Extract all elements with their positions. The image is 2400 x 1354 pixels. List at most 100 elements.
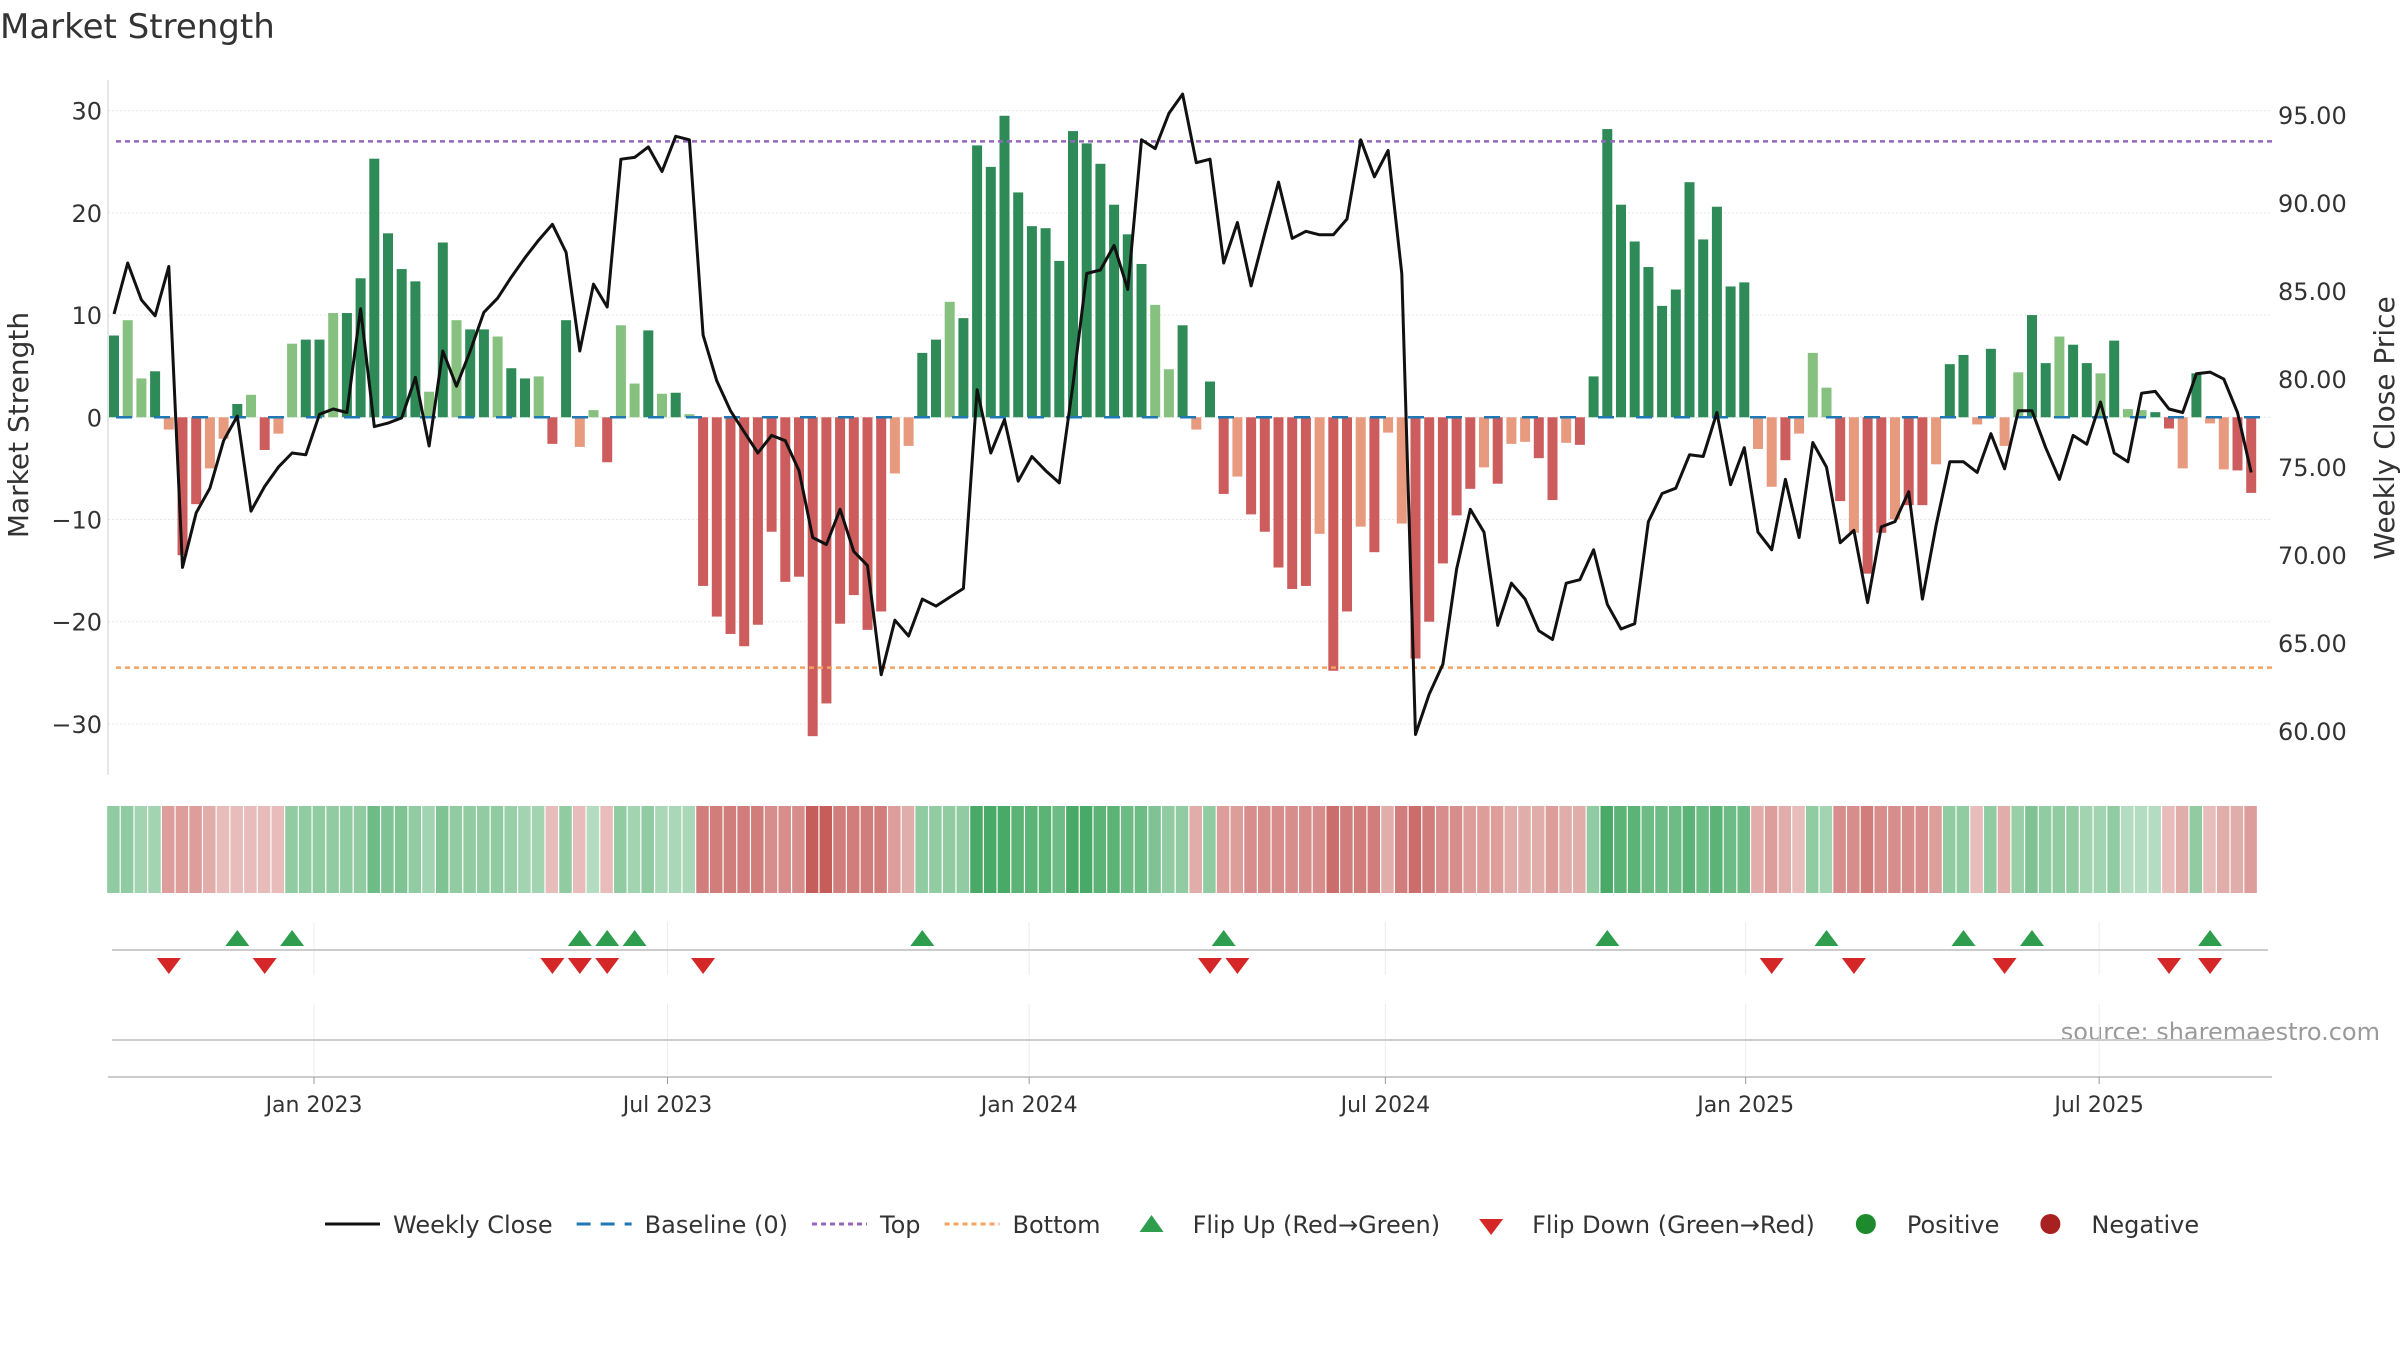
heat-cell bbox=[531, 806, 545, 893]
heat-cell bbox=[1477, 806, 1490, 893]
strength-bar bbox=[1958, 354, 1969, 418]
strength-bar bbox=[574, 417, 585, 447]
heat-cell bbox=[1326, 806, 1339, 893]
strength-bar bbox=[300, 339, 311, 418]
grid-layer bbox=[108, 110, 2272, 1078]
strength-bar bbox=[1232, 417, 1243, 477]
strength-bar bbox=[670, 392, 681, 418]
strength-bar bbox=[1944, 364, 1955, 418]
strength-bar bbox=[643, 330, 654, 418]
strength-bar bbox=[424, 391, 435, 418]
strength-bar bbox=[2040, 363, 2051, 418]
y-right-tick-label: 95.00 bbox=[2278, 102, 2347, 130]
heat-cell bbox=[1285, 806, 1298, 893]
x-tick-label: Jan 2024 bbox=[979, 1093, 1078, 1118]
strength-bar bbox=[1616, 204, 1626, 418]
heat-cell bbox=[641, 806, 654, 893]
heat-cell bbox=[1340, 806, 1353, 893]
strength-bar bbox=[1396, 417, 1407, 524]
flip-down-marker bbox=[1841, 958, 1866, 974]
strength-bar bbox=[1465, 417, 1476, 489]
flip-down-marker bbox=[1198, 958, 1222, 974]
strength-bar bbox=[1931, 417, 1942, 465]
strength-bar bbox=[1095, 163, 1106, 418]
heat-cell bbox=[929, 806, 942, 893]
strength-bar bbox=[259, 417, 270, 450]
heat-cell bbox=[435, 806, 449, 893]
legend-item: Weekly Close bbox=[325, 1211, 553, 1239]
heat-cell bbox=[627, 806, 641, 893]
legend-item: Negative bbox=[2040, 1211, 2199, 1239]
strength-bar bbox=[1753, 417, 1763, 449]
heat-cell bbox=[1011, 806, 1024, 893]
strength-bar bbox=[465, 329, 476, 418]
heat-cell bbox=[572, 806, 586, 893]
strength-bar bbox=[2246, 417, 2257, 493]
heat-cell bbox=[1038, 806, 1052, 893]
strength-bar bbox=[1122, 234, 1133, 418]
heat-cell bbox=[312, 806, 326, 893]
strength-bar bbox=[492, 336, 503, 418]
heat-cell bbox=[463, 806, 476, 893]
legend-item: Bottom bbox=[944, 1211, 1101, 1239]
strength-bar bbox=[506, 368, 517, 418]
y-right-tick-label: 80.00 bbox=[2278, 366, 2347, 394]
strength-bar bbox=[1300, 417, 1311, 586]
heat-cell bbox=[792, 806, 805, 893]
heat-cell bbox=[1381, 806, 1394, 893]
heat-cell bbox=[1860, 806, 1874, 893]
strength-bar bbox=[1520, 417, 1531, 442]
heat-cell bbox=[751, 806, 764, 893]
heat-cell bbox=[1025, 806, 1038, 893]
strength-bar bbox=[889, 417, 900, 474]
heat-cell bbox=[189, 806, 202, 893]
heat-cell bbox=[970, 806, 983, 893]
strength-bar bbox=[629, 383, 640, 418]
strength-bar bbox=[835, 417, 846, 624]
strength-bar bbox=[1807, 352, 1818, 418]
heat-cell bbox=[504, 806, 517, 893]
heat-cell bbox=[1614, 806, 1627, 893]
heat-cell bbox=[1175, 806, 1189, 893]
strength-bar bbox=[437, 242, 448, 418]
heat-cell bbox=[1641, 806, 1655, 893]
lines-layer bbox=[112, 92, 2272, 736]
strength-bar bbox=[1657, 305, 1668, 418]
heat-cell bbox=[1956, 806, 1970, 893]
heat-cell bbox=[381, 806, 394, 893]
strength-bar bbox=[1985, 348, 1996, 418]
heat-cell bbox=[107, 806, 120, 893]
heat-cell bbox=[901, 806, 915, 893]
strength-bar bbox=[1684, 182, 1695, 418]
y-right-tick-label: 70.00 bbox=[2278, 542, 2347, 570]
flip-down-marker bbox=[540, 958, 565, 974]
legend-item: Flip Up (Red→Green) bbox=[1139, 1211, 1440, 1239]
heat-cell bbox=[1600, 806, 1613, 893]
strength-bar bbox=[999, 115, 1010, 418]
flip-up-marker bbox=[1814, 930, 1839, 946]
strength-bar bbox=[1506, 417, 1517, 444]
strength-bar bbox=[191, 417, 202, 505]
heat-cell bbox=[655, 806, 668, 893]
strength-bar bbox=[862, 417, 873, 630]
strength-bar bbox=[1547, 417, 1558, 501]
source-label: source: sharemaestro.com bbox=[2061, 1018, 2380, 1046]
y-left-tick-label: −30 bbox=[51, 711, 102, 739]
heat-cell bbox=[1394, 806, 1408, 893]
heat-cell bbox=[161, 806, 175, 893]
strength-bar bbox=[1670, 289, 1681, 418]
flip-up-marker bbox=[280, 930, 305, 946]
heat-cell bbox=[696, 806, 709, 893]
flip-up-marker bbox=[2198, 930, 2223, 946]
x-tick-label: Jul 2025 bbox=[2052, 1093, 2144, 1118]
heat-cell bbox=[915, 806, 928, 893]
heat-cell bbox=[1244, 806, 1257, 893]
strength-bar bbox=[1561, 417, 1572, 443]
y-right-tick-label: 85.00 bbox=[2278, 278, 2347, 306]
flip-markers bbox=[112, 930, 2268, 1041]
heat-cell bbox=[1436, 806, 1449, 893]
strength-bar bbox=[1109, 204, 1120, 418]
x-tick-label: Jul 2024 bbox=[1339, 1093, 1431, 1118]
